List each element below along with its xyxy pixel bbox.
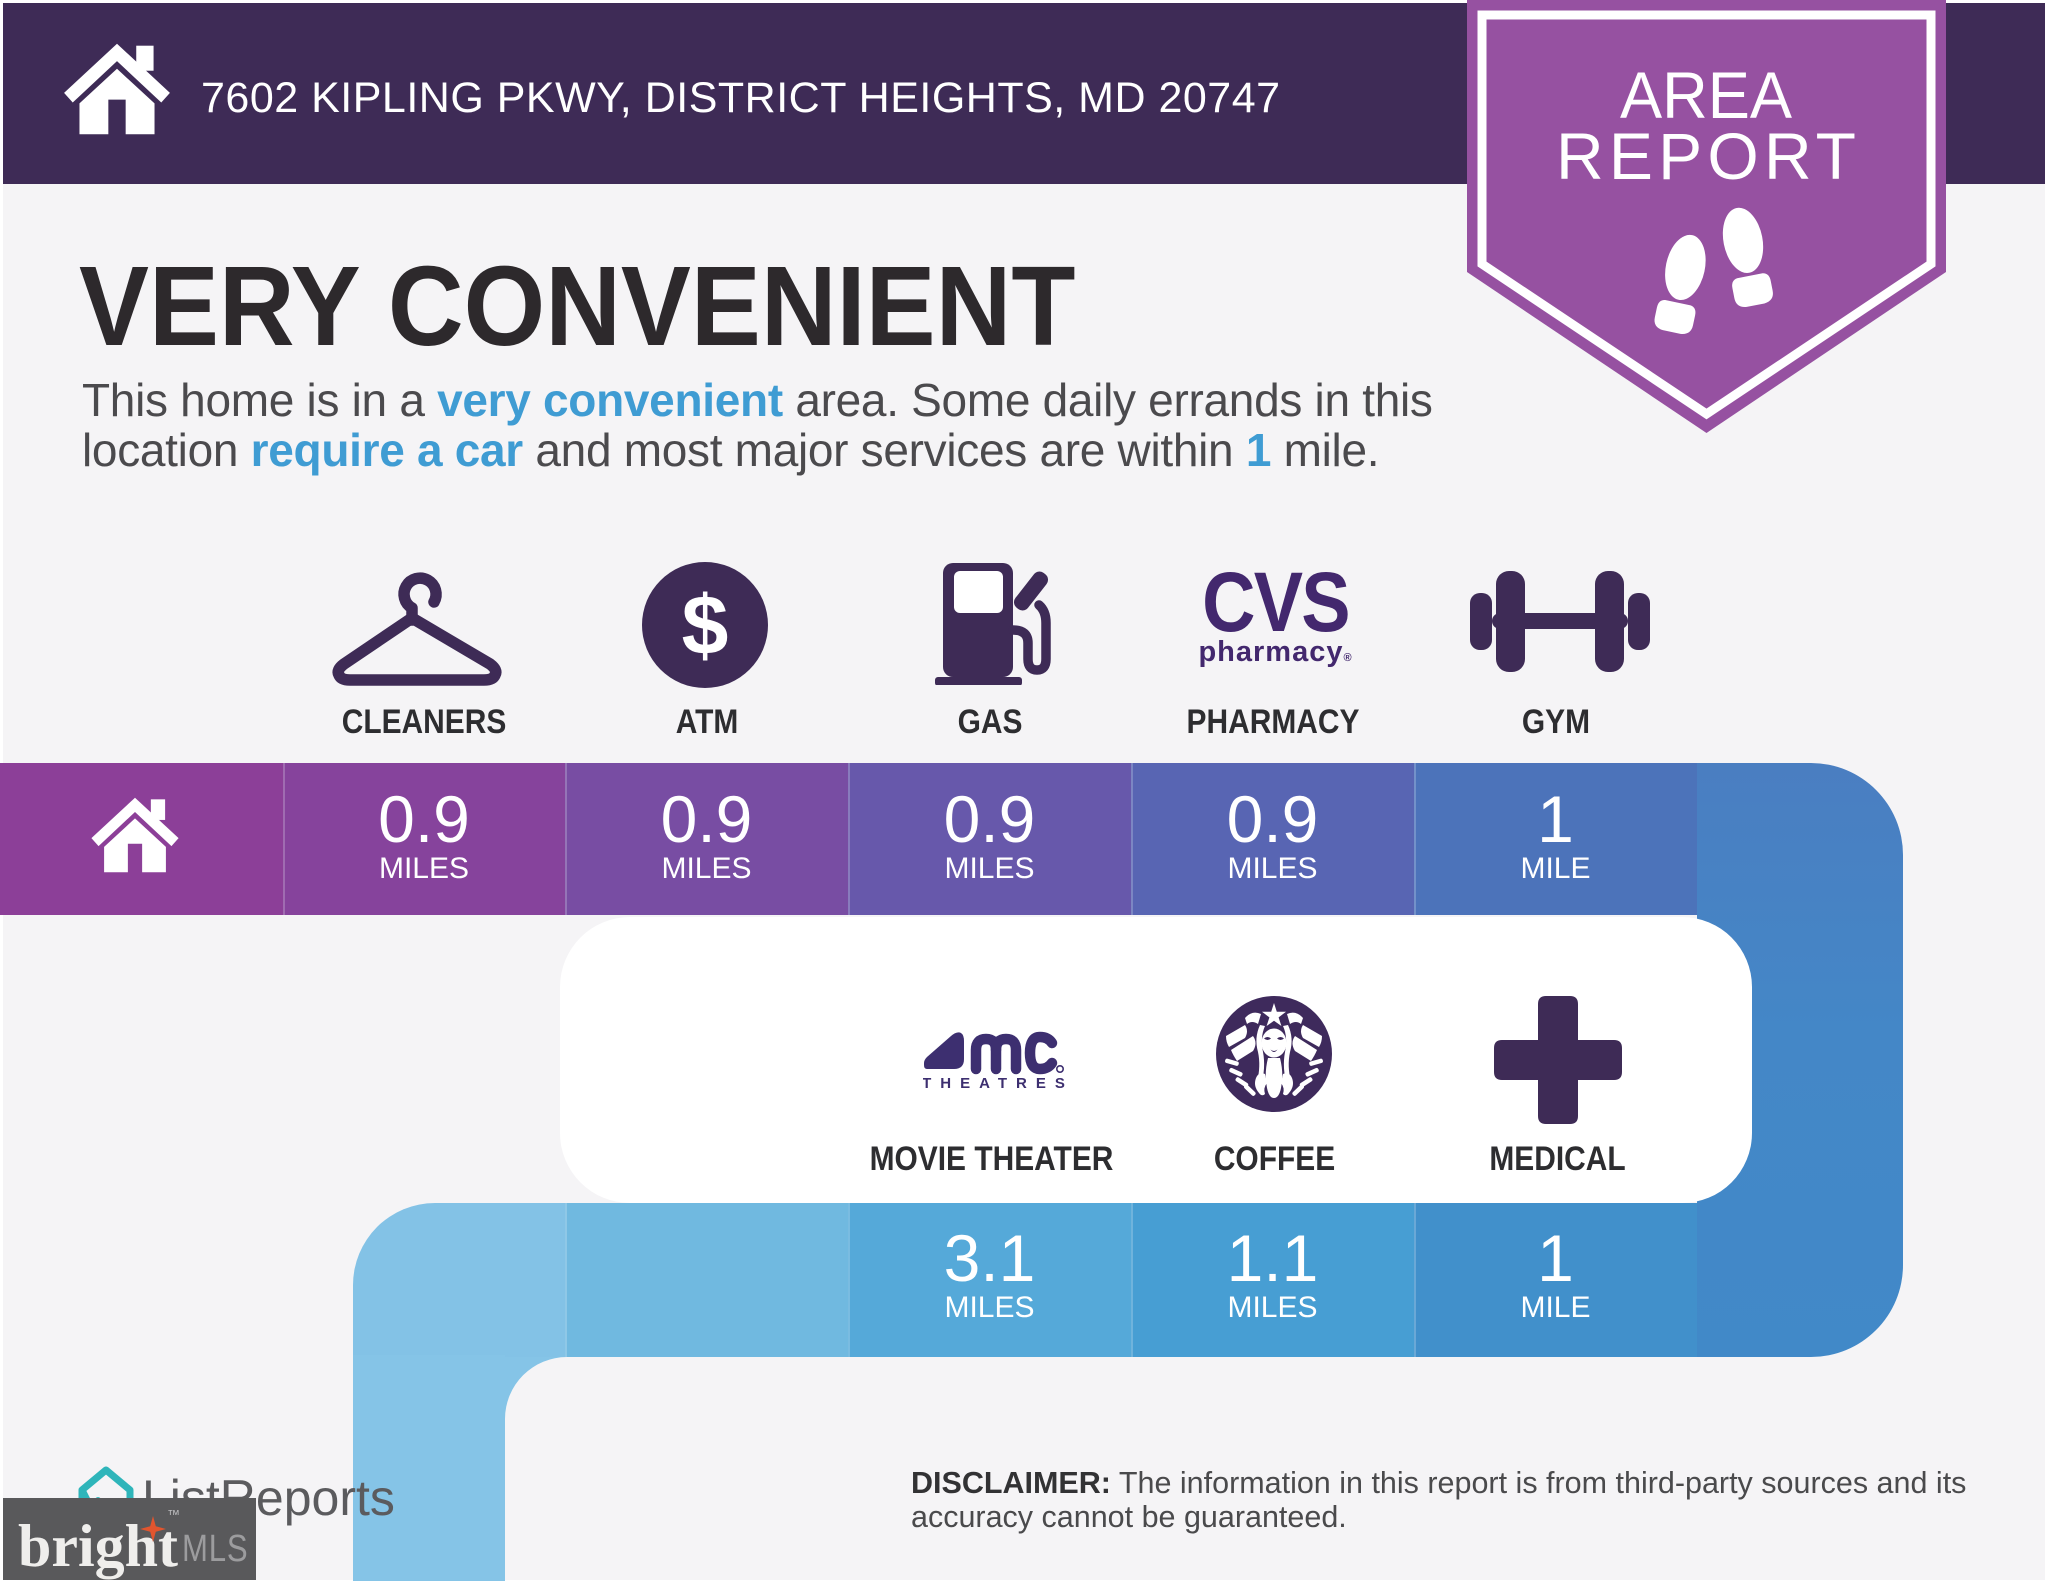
svg-text:THEATRES: THEATRES bbox=[923, 1075, 1073, 1091]
svg-text:$: $ bbox=[682, 578, 729, 672]
svg-text:AREA: AREA bbox=[1620, 58, 1792, 132]
